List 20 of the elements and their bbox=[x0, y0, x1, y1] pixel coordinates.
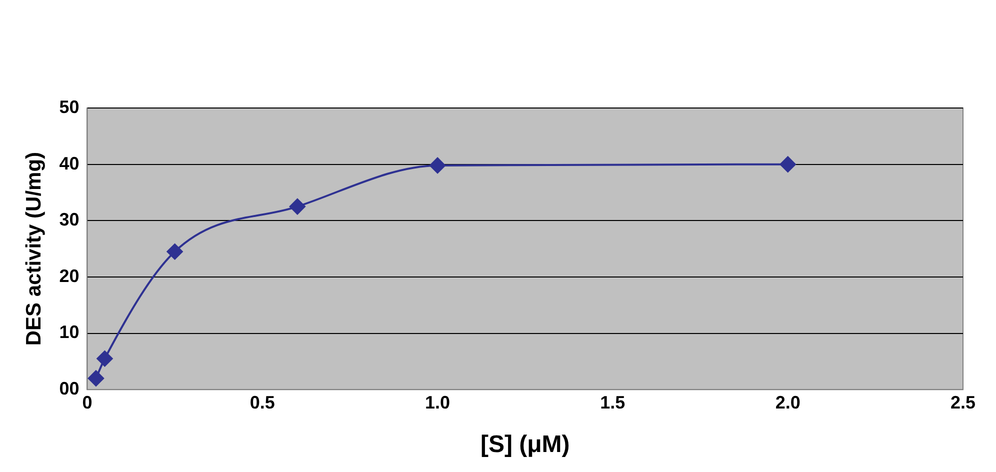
x-axis-title: [S] (μM) bbox=[480, 431, 570, 458]
y-tick-label: 50 bbox=[59, 96, 80, 117]
point bbox=[88, 370, 104, 386]
point bbox=[430, 157, 446, 174]
y-tick-label: 00 bbox=[59, 378, 80, 399]
x-tick-label: 2.0 bbox=[775, 392, 800, 412]
y-tick-label: 40 bbox=[59, 153, 80, 174]
y-tick-label: 20 bbox=[59, 266, 80, 286]
y-tick-label: 10 bbox=[59, 322, 80, 342]
x-tick-label: 1.0 bbox=[425, 392, 450, 412]
point bbox=[96, 350, 113, 367]
y-axis-title: DES activity (U/mg) bbox=[22, 152, 46, 346]
x-tick-label: 2.5 bbox=[950, 392, 976, 412]
x-tick-label: 0 bbox=[82, 392, 92, 412]
point bbox=[166, 244, 183, 260]
point bbox=[780, 156, 796, 172]
x-tick-label: 1.5 bbox=[600, 392, 626, 412]
point bbox=[289, 198, 306, 215]
y-tick-label: 30 bbox=[59, 210, 80, 230]
x-tick-label: 0.5 bbox=[250, 392, 275, 412]
